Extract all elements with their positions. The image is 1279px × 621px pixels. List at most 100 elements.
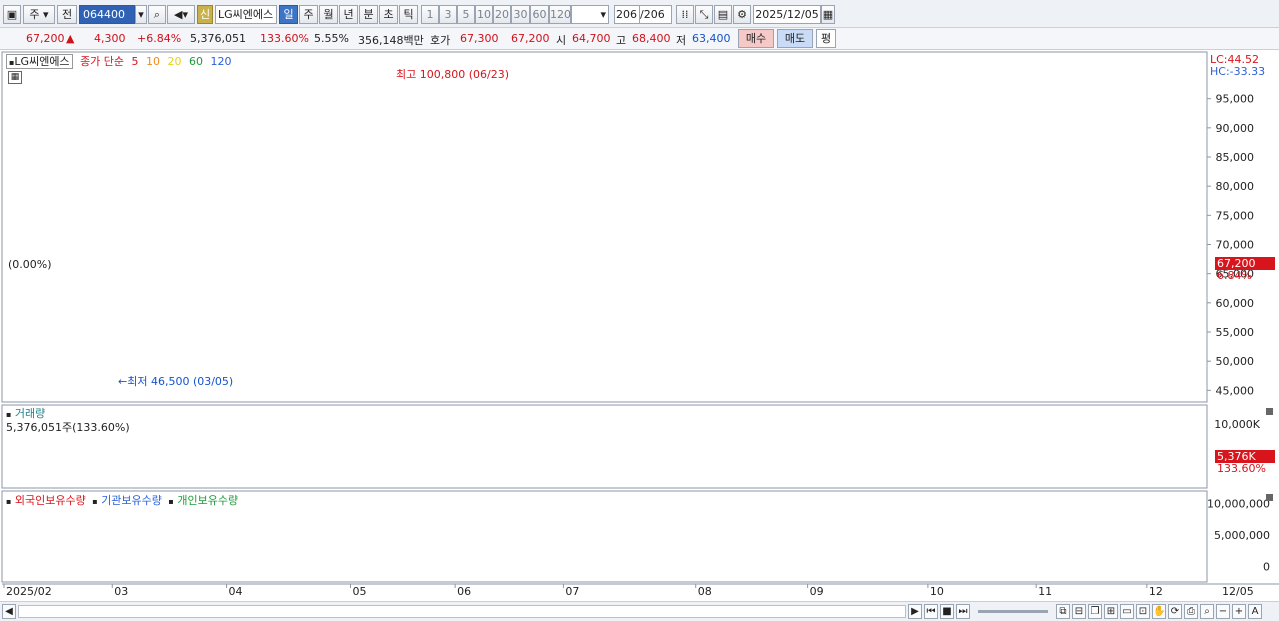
legend-close: 종가 단순: [80, 55, 125, 68]
price-tick-label: 95,000: [1216, 93, 1255, 106]
code-dropdown-icon[interactable]: ▾: [135, 5, 147, 24]
x-tick-label: 09: [810, 585, 824, 598]
last-page-icon[interactable]: ⏭: [956, 604, 970, 619]
crosshair-icon[interactable]: ⤡: [695, 5, 713, 24]
max-annotation: 최고 100,800 (06/23): [396, 68, 510, 81]
tab-minute[interactable]: 분: [359, 5, 378, 24]
x-tick-label: 11: [1038, 585, 1052, 598]
price-tick-label: 90,000: [1216, 122, 1255, 135]
shin-button[interactable]: 신: [197, 5, 213, 24]
current-price: 67,200: [26, 32, 65, 45]
grid-icon[interactable]: ⁞⁞: [676, 5, 694, 24]
scroll-track[interactable]: [18, 605, 906, 618]
search-icon[interactable]: ⌕: [148, 5, 166, 24]
scroll-right-icon[interactable]: ▶: [908, 604, 922, 619]
left-pct-note: (0.00%): [8, 258, 52, 271]
refresh-icon[interactable]: ⟳: [1168, 604, 1182, 619]
volume-title: 거래량: [14, 407, 46, 420]
min-annotation: ←최저 46,500 (03/05): [118, 375, 234, 388]
x-tick-label: 12: [1149, 585, 1163, 598]
volume-ratio: 133.60%: [260, 32, 309, 45]
ask-price: 67,200: [511, 32, 550, 45]
min-30-button[interactable]: 30: [511, 5, 530, 24]
speaker-icon[interactable]: ◀▾: [167, 5, 195, 24]
min-10-button[interactable]: 10: [475, 5, 493, 24]
count-input[interactable]: 206: [614, 5, 640, 24]
x-tick-label: 2025/02: [6, 585, 52, 598]
quote-bar: 67,200 ▲ 4,300 +6.84% 5,376,051 133.60% …: [0, 28, 1279, 50]
up-arrow-icon: ▲: [66, 32, 75, 45]
tab-day[interactable]: 일: [279, 5, 298, 24]
tile-icon[interactable]: ⊞: [1104, 604, 1118, 619]
chart-area[interactable]: 45,000 50,000 55,000 60,000 65,000 70,000 75,0…: [0, 50, 1279, 601]
min-1-button[interactable]: 1: [421, 5, 439, 24]
text-size-icon[interactable]: A: [1248, 604, 1262, 619]
minute-dropdown[interactable]: ▾: [571, 5, 609, 24]
price-change-pct: +6.84%: [137, 32, 182, 45]
legend-ma-10: 10: [146, 55, 161, 68]
price-tick-label: 85,000: [1216, 151, 1255, 164]
volume-note: 5,376,051주(133.60%): [6, 421, 130, 434]
hand-icon[interactable]: ✋: [1152, 604, 1166, 619]
print-icon[interactable]: ⎙: [1184, 604, 1198, 619]
pane-icon[interactable]: ⊡: [1136, 604, 1150, 619]
legend-institution: 기관보유수량: [101, 494, 162, 507]
tab-week[interactable]: 주: [299, 5, 318, 24]
eval-button[interactable]: 평: [816, 29, 836, 48]
legend-dot-icon: ▪: [9, 58, 15, 67]
period-dropdown[interactable]: 주 ▾: [23, 5, 55, 24]
legend-ma-5: 5: [131, 55, 139, 68]
bid-price: 67,300: [460, 32, 499, 45]
table-icon[interactable]: ▦: [8, 71, 22, 84]
stop-icon[interactable]: ■: [940, 604, 954, 619]
trade-amount: 356,148백만: [358, 34, 424, 47]
x-tick-label: 06: [457, 585, 471, 598]
zoom-slider[interactable]: [978, 610, 1048, 613]
min-20-button[interactable]: 20: [493, 5, 511, 24]
low-price: 63,400: [692, 32, 731, 45]
price-tick-label: 75,000: [1216, 209, 1255, 222]
low-label: 저: [676, 34, 687, 47]
window-icon[interactable]: ▭: [1120, 604, 1134, 619]
min-3-button[interactable]: 3: [439, 5, 457, 24]
legend-stock-name: ▪LG씨엔에스: [6, 54, 73, 69]
buy-button[interactable]: 매수: [738, 29, 774, 48]
scroll-left-icon[interactable]: ◀: [2, 604, 16, 619]
min-60-button[interactable]: 60: [530, 5, 549, 24]
legend-stock-name-text: LG씨엔에스: [14, 55, 70, 68]
split-icon[interactable]: ⊟: [1072, 604, 1086, 619]
copy-icon[interactable]: ❐: [1088, 604, 1102, 619]
save-icon[interactable]: ▤: [714, 5, 732, 24]
period-dropdown-label: 주: [29, 8, 40, 21]
pane-frames: [1, 51, 1273, 583]
legend-individual: 개인보유수량: [177, 494, 239, 507]
x-tick-label: 03: [114, 585, 128, 598]
layout-icon[interactable]: ⧉: [1056, 604, 1070, 619]
minus-icon[interactable]: −: [1216, 604, 1230, 619]
tab-second[interactable]: 초: [379, 5, 398, 24]
zoom-icon[interactable]: ⌕: [1200, 604, 1214, 619]
stock-code-input[interactable]: 064400: [79, 5, 135, 24]
date-input[interactable]: 2025/12/05: [753, 5, 821, 24]
sell-button[interactable]: 매도: [777, 29, 813, 48]
price-tick-label: 55,000: [1216, 326, 1255, 339]
window-menu-icon[interactable]: ▣: [3, 5, 21, 24]
legend-dot-icon: ▪: [6, 410, 12, 419]
gear-icon[interactable]: ⚙: [733, 5, 751, 24]
first-page-icon[interactable]: ⏮: [924, 604, 938, 619]
holding-tick-label: 5,000,000: [1214, 529, 1270, 542]
min-5-button[interactable]: 5: [457, 5, 475, 24]
tab-year[interactable]: 년: [339, 5, 358, 24]
min-120-button[interactable]: 120: [549, 5, 571, 24]
pane-close-icon: [1266, 408, 1273, 415]
plus-icon[interactable]: +: [1232, 604, 1246, 619]
legend-ma-60: 60: [189, 55, 204, 68]
tab-month[interactable]: 월: [319, 5, 338, 24]
calendar-icon[interactable]: ▦: [821, 5, 835, 24]
prev-button[interactable]: 전: [57, 5, 77, 24]
tab-tick[interactable]: 틱: [399, 5, 418, 24]
pane-close-icon: [1266, 494, 1273, 501]
legend-dot-icon: ▪: [168, 497, 174, 506]
stock-name-field: LG씨엔에스: [215, 5, 277, 24]
